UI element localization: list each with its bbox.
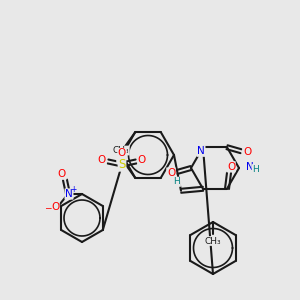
Text: CH₃: CH₃ bbox=[205, 236, 221, 245]
Text: O: O bbox=[117, 154, 125, 164]
Text: O: O bbox=[227, 162, 235, 172]
Text: O: O bbox=[98, 155, 106, 166]
Text: O: O bbox=[167, 168, 175, 178]
Text: N: N bbox=[197, 146, 205, 156]
Text: H: H bbox=[252, 164, 259, 173]
Text: S: S bbox=[118, 158, 126, 171]
Text: +: + bbox=[70, 184, 76, 194]
Text: O: O bbox=[243, 147, 251, 157]
Text: O: O bbox=[138, 155, 146, 166]
Text: O: O bbox=[58, 169, 66, 179]
Text: N: N bbox=[246, 162, 254, 172]
Text: O: O bbox=[51, 202, 59, 212]
Text: N: N bbox=[65, 189, 73, 199]
Text: CH₃: CH₃ bbox=[113, 146, 129, 155]
Text: H: H bbox=[174, 177, 180, 186]
Text: −: − bbox=[44, 203, 52, 212]
Text: O: O bbox=[118, 148, 126, 158]
